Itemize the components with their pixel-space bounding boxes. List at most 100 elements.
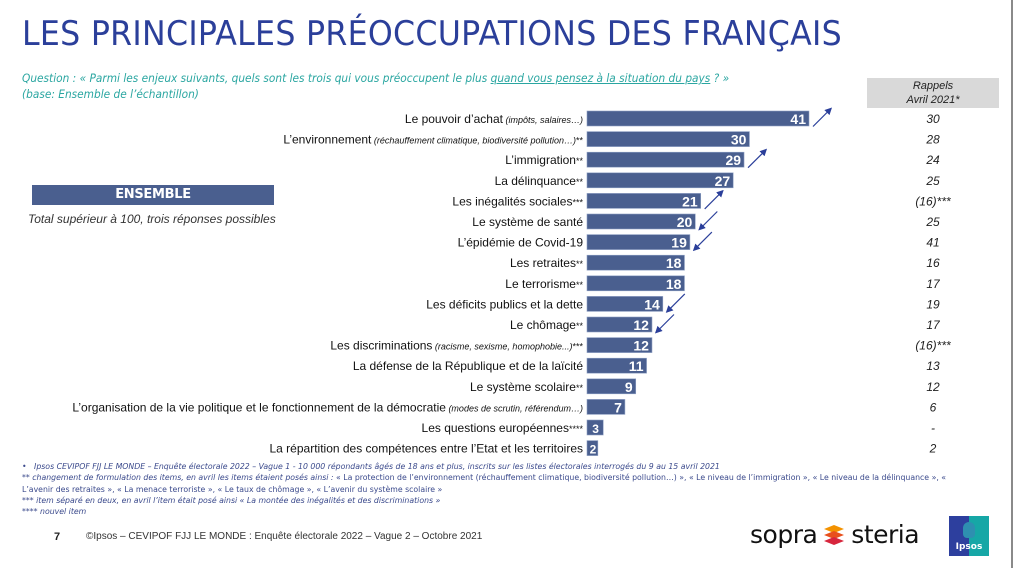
page-number: 7: [54, 531, 61, 543]
ipsos-logo: Ipsos: [949, 516, 989, 556]
category-label-main: L’épidémie de Covid-19: [458, 236, 584, 250]
category-label-main: Les déficits publics et la dette: [426, 297, 583, 311]
bar-value-label: 12: [633, 338, 649, 354]
category-label-main: L’organisation de la vie politique et le…: [72, 400, 446, 414]
rappels-value: 25: [925, 215, 940, 229]
rappels-value: (16)***: [915, 339, 951, 353]
bar: [586, 337, 653, 353]
ensemble-label: ENSEMBLE: [32, 185, 274, 205]
bar: [586, 296, 664, 312]
question-suffix: ? »: [710, 71, 730, 85]
bar-value-label: 11: [629, 358, 644, 374]
question-text: Question : « Parmi les enjeux suivants, …: [22, 70, 729, 102]
bar: [586, 110, 810, 127]
footnote-3: *** item séparé en deux, en avril l’item…: [22, 494, 441, 505]
bar-value-label: 41: [790, 111, 806, 127]
question-underlined: quand vous pensez à la situation du pays: [490, 71, 711, 85]
category-label-main: Les retraites: [510, 256, 576, 270]
rappels-value: 19: [926, 297, 940, 311]
category-label-suffix: **: [576, 136, 584, 146]
bar: [586, 419, 604, 436]
bar: [586, 378, 637, 395]
bar: [586, 440, 599, 456]
steria-text: steria: [851, 520, 920, 549]
footnote-1: • Ipsos CEVIPOF FJJ LE MONDE – Enquête é…: [22, 461, 720, 471]
bar-value-label: 30: [731, 132, 747, 148]
bar-value-label: 21: [682, 193, 698, 209]
rappels-value: 16: [926, 256, 940, 270]
bar: [586, 234, 691, 250]
category-label-main: Les discriminations: [330, 339, 432, 353]
bar-value-label: 19: [671, 235, 687, 251]
category-label: Le système scolaire**: [470, 380, 584, 394]
rappels-header: Rappels Avril 2021*: [867, 78, 999, 108]
trend-up-arrow-icon: [747, 148, 768, 169]
footnote-2: ** changement de formulation des items, …: [22, 472, 947, 494]
category-label: Le chômage**: [510, 318, 584, 332]
category-label: L’environnement (réchauffement climatiqu…: [283, 133, 583, 147]
category-label: Les retraites**: [510, 256, 584, 270]
category-label: Les inégalités sociales***: [452, 194, 583, 208]
category-label-main: Les questions européennes: [422, 421, 569, 435]
trend-down-arrow-icon: [698, 211, 718, 231]
category-label-suffix: **: [576, 280, 584, 290]
category-label-detail: (racisme, sexisme, homophobie...): [432, 342, 572, 352]
bar: [586, 399, 626, 415]
bar-value-label: 18: [666, 255, 682, 271]
category-label-suffix: **: [576, 177, 584, 187]
category-label-main: Le terrorisme: [505, 277, 576, 291]
bar-value-label: 7: [614, 399, 622, 415]
rappels-value: 13: [926, 359, 940, 373]
category-label-main: Le chômage: [510, 318, 576, 332]
category-label-suffix: **: [576, 383, 584, 393]
category-label-main: La répartition des compétences entre l’E…: [270, 442, 584, 456]
sopra-steria-mark-icon: [824, 524, 845, 545]
page-title: LES PRINCIPALES PRÉOCCUPATIONS DES FRANÇ…: [22, 14, 842, 54]
category-label: La délinquance**: [495, 174, 584, 188]
category-label-main: Le système scolaire: [470, 380, 576, 394]
sopra-text: sopra: [750, 520, 818, 549]
category-label-suffix: **: [576, 156, 584, 166]
bar-value-label: 12: [633, 317, 649, 333]
category-label: Le terrorisme**: [505, 277, 583, 291]
total-note: Total supérieur à 100, trois réponses po…: [28, 212, 276, 226]
category-label: Le système de santé: [472, 215, 583, 229]
category-label-suffix: **: [576, 321, 584, 331]
rappels-value: -: [931, 421, 935, 435]
category-label-main: Le pouvoir d’achat: [405, 112, 504, 126]
category-label-detail: (réchauffement climatique, biodiversité …: [371, 136, 576, 146]
category-label: Les questions européennes****: [422, 421, 584, 435]
rappels-value: 12: [926, 380, 940, 394]
bar-value-label: 29: [725, 152, 741, 168]
bar-value-label: 20: [677, 214, 693, 230]
rappels-line1: Rappels: [912, 80, 954, 92]
category-label: Le pouvoir d’achat (impôts, salaires…): [405, 112, 583, 126]
category-label-main: Le système de santé: [472, 215, 583, 229]
bar-value-label: 9: [625, 379, 633, 395]
ipsos-logo-text: Ipsos: [955, 542, 983, 552]
category-label: La défense de la République et de la laï…: [353, 359, 583, 373]
footnotes: • Ipsos CEVIPOF FJJ LE MONDE – Enquête é…: [22, 461, 963, 517]
bar: [586, 131, 750, 147]
sopra-steria-logo: sopra steria: [750, 520, 920, 549]
category-label: L’organisation de la vie politique et le…: [72, 400, 583, 414]
bar-value-label: 27: [715, 173, 731, 189]
trend-up-arrow-icon: [812, 107, 833, 127]
bar-value-label: 14: [644, 296, 660, 312]
rappels-value: (16)***: [915, 194, 951, 208]
trend-down-arrow-icon: [692, 231, 713, 252]
category-label-suffix: ***: [572, 197, 583, 207]
category-label: Les déficits publics et la dette: [426, 297, 583, 311]
category-label-main: La défense de la République et de la laï…: [353, 359, 583, 373]
bar: [586, 275, 685, 292]
slide-edge: [1011, 0, 1013, 568]
category-label-suffix: ***: [572, 342, 583, 352]
bar: [586, 193, 702, 209]
rappels-value: 28: [925, 133, 940, 147]
bar-value-label: 2: [590, 443, 597, 457]
ipsos-head-icon: [963, 522, 975, 538]
rappels-line2: Avril 2021*: [906, 94, 960, 106]
category-label-detail: (modes de scrutin, référendum…): [446, 403, 583, 413]
bar: [586, 357, 647, 374]
